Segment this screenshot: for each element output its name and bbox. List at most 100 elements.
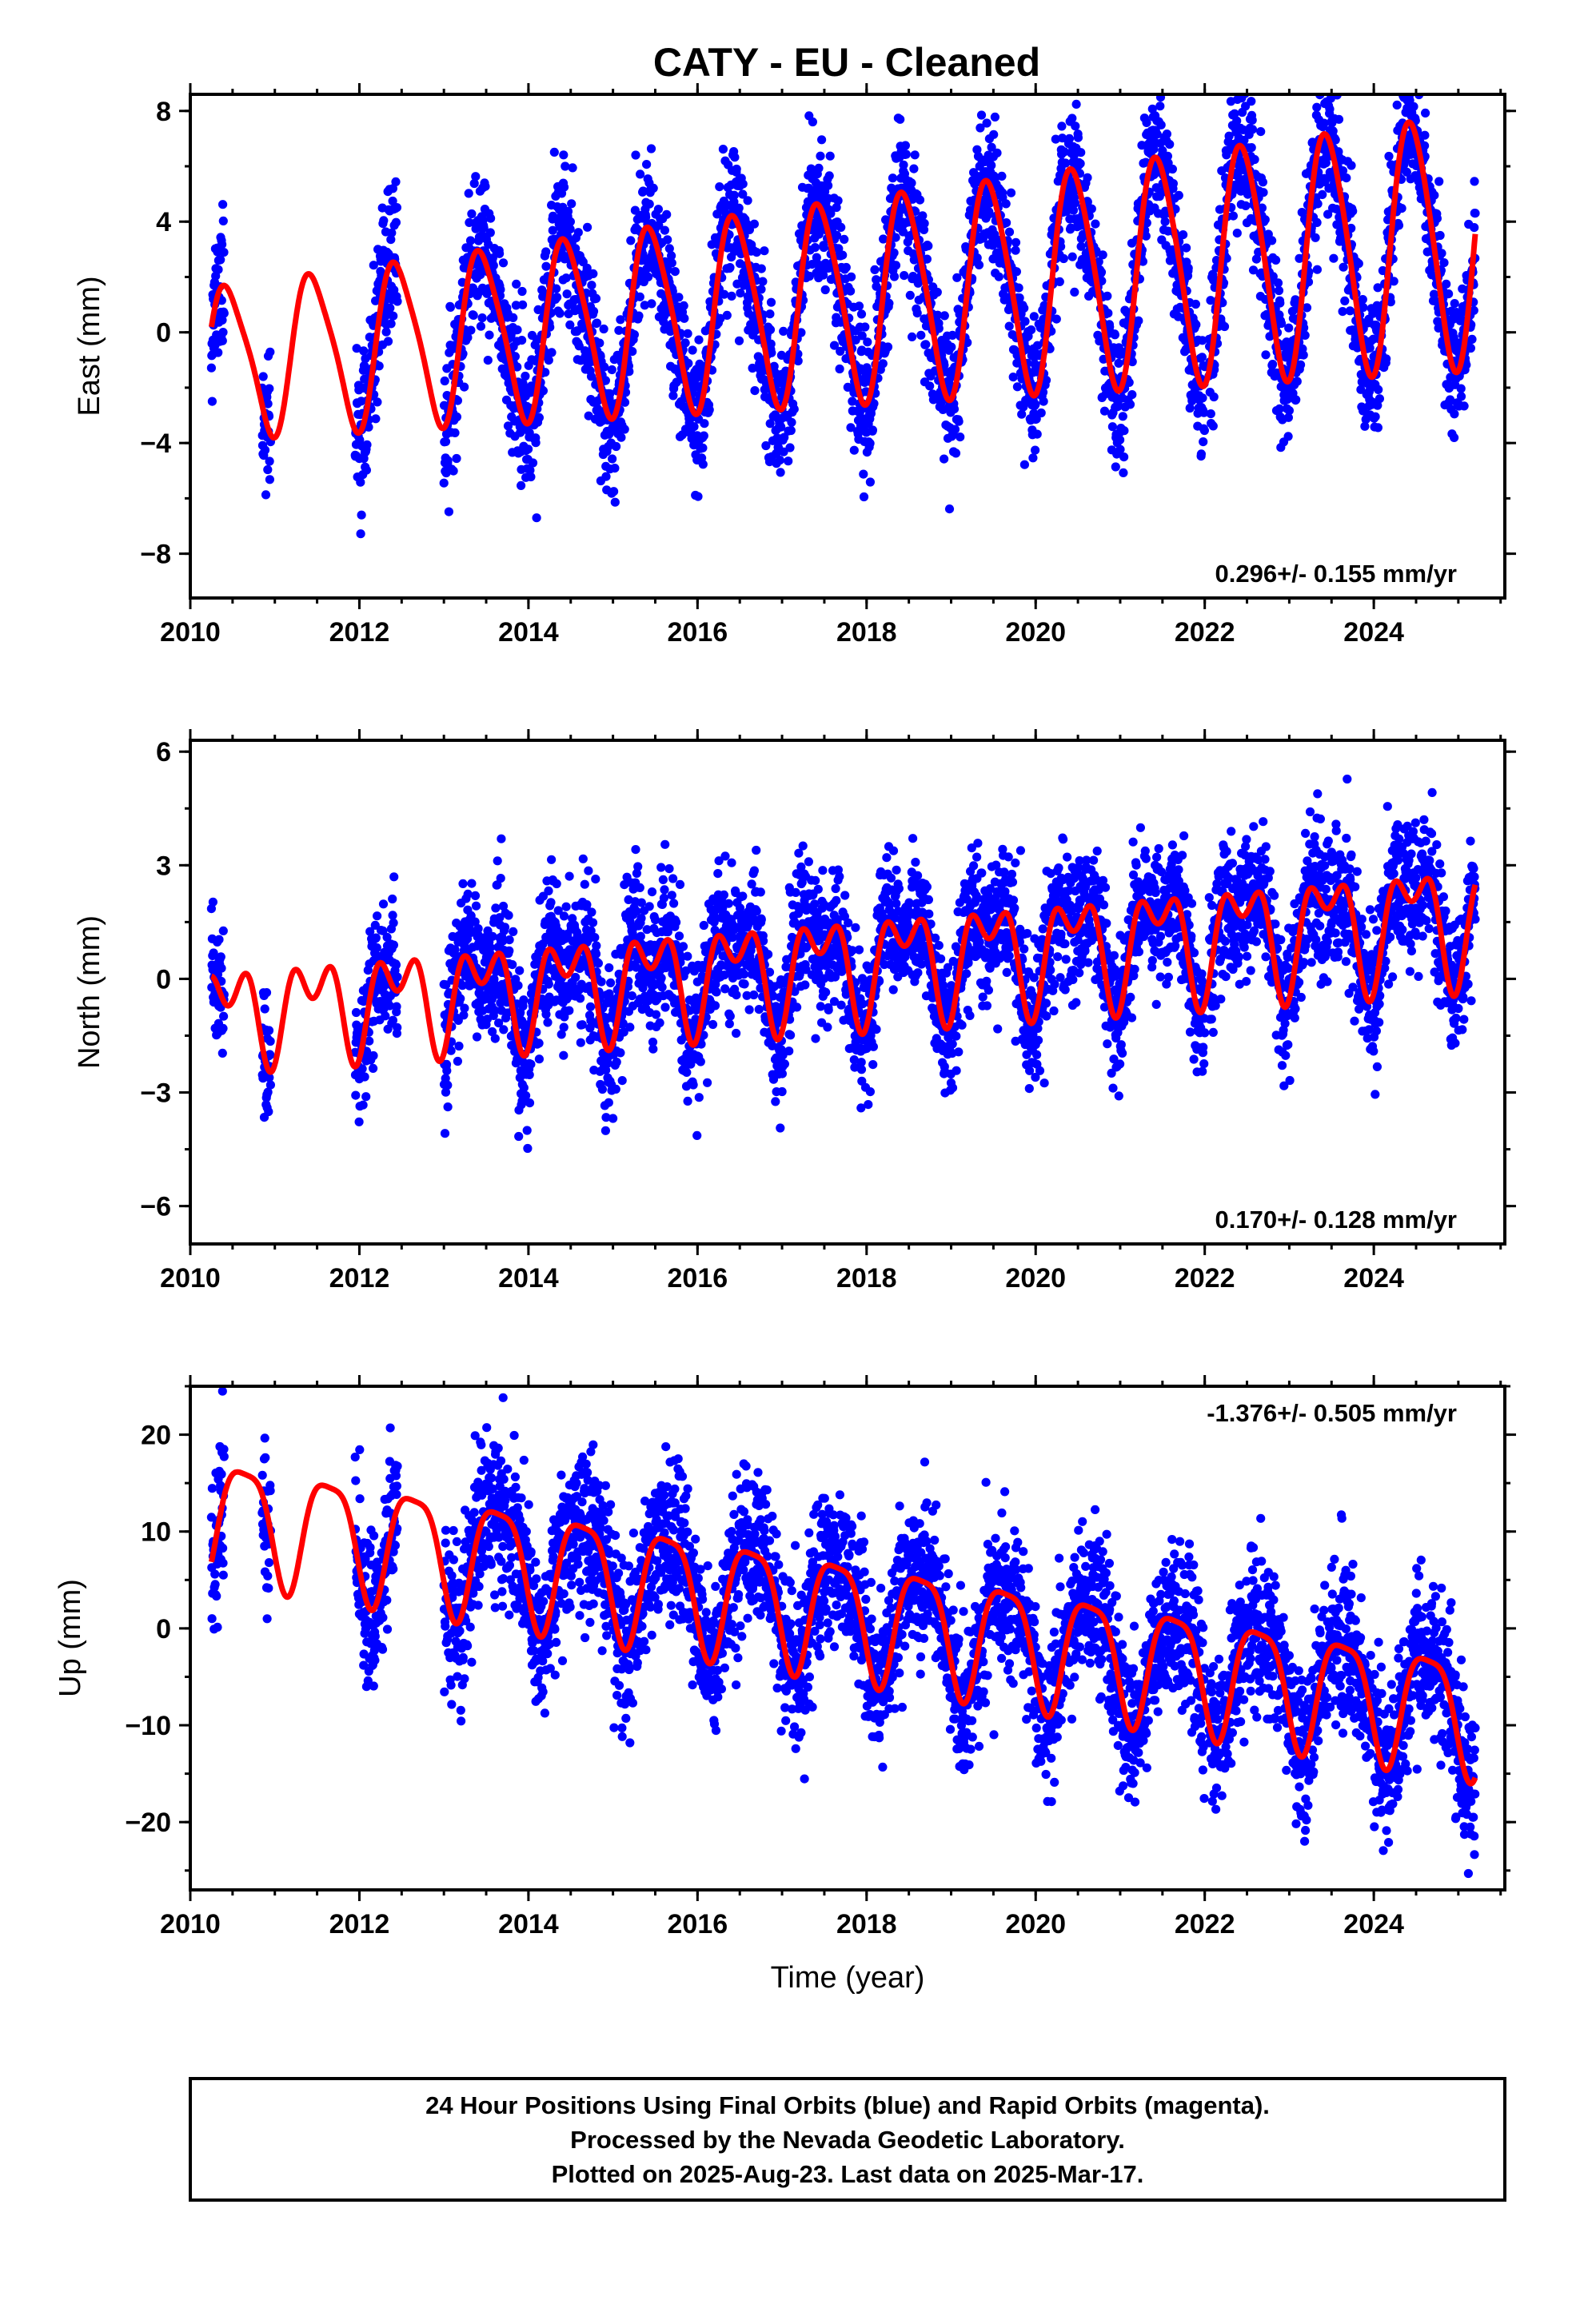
east-point	[1299, 351, 1308, 360]
east-point	[1076, 159, 1085, 168]
east-point	[790, 405, 799, 413]
east-point	[892, 261, 900, 269]
x-tick-label: 2018	[836, 617, 897, 648]
east-point	[533, 513, 541, 522]
chart-title: CATY - EU - Cleaned	[653, 40, 1040, 85]
east-point	[1209, 421, 1218, 430]
east-point	[699, 460, 708, 468]
east-point	[1067, 114, 1076, 122]
east-point	[496, 285, 505, 294]
north-point	[473, 1032, 481, 1041]
east-point	[1028, 453, 1037, 462]
east-point	[1087, 205, 1096, 213]
east-point	[1285, 406, 1294, 415]
east-point	[671, 267, 680, 276]
east-point	[219, 248, 228, 257]
east-point	[1293, 377, 1302, 386]
east-point	[1284, 324, 1293, 333]
east-point	[446, 303, 455, 312]
north-point	[509, 927, 517, 936]
east-point	[213, 265, 222, 274]
north-point	[214, 935, 223, 944]
east-point	[1407, 76, 1416, 85]
east-point	[517, 287, 526, 296]
east-point	[1247, 143, 1256, 152]
east-point	[1323, 55, 1331, 64]
east-point	[630, 330, 639, 339]
east-point	[1248, 116, 1257, 125]
east-point	[776, 468, 785, 476]
east-point	[668, 258, 676, 267]
east-point	[636, 169, 644, 178]
x-tick-label: 2016	[668, 617, 728, 648]
north-points	[207, 775, 1480, 1153]
east-point	[1012, 267, 1021, 276]
east-point	[362, 466, 371, 475]
north-point	[486, 943, 495, 952]
east-point	[863, 337, 872, 346]
east-point	[261, 490, 270, 499]
east-point	[900, 271, 908, 280]
east-point	[859, 470, 868, 479]
east-point	[477, 322, 485, 331]
north-point	[453, 1057, 462, 1066]
east-point	[890, 272, 899, 281]
east-point	[1325, 105, 1334, 114]
north-point	[219, 927, 228, 935]
east-point	[642, 160, 651, 169]
east-point	[698, 444, 707, 452]
east-point	[1015, 284, 1023, 293]
east-point	[1153, 68, 1162, 77]
east-point	[356, 478, 365, 487]
east-point	[357, 529, 365, 538]
east-point	[449, 467, 458, 476]
east-point	[1251, 155, 1259, 164]
east-point	[1393, 101, 1402, 110]
east-points	[207, 26, 1480, 538]
north-point	[523, 1126, 532, 1134]
east-point	[727, 292, 736, 301]
east-point	[899, 161, 908, 169]
north-point	[553, 879, 561, 888]
east-point	[393, 297, 401, 305]
east-point	[725, 263, 734, 272]
east-point	[1071, 198, 1079, 207]
east-point	[1274, 278, 1283, 287]
north-point	[501, 923, 509, 931]
east-point	[1184, 264, 1193, 273]
north-point	[508, 960, 517, 969]
east-point	[906, 291, 915, 300]
east-point	[587, 281, 596, 289]
east-point	[1175, 191, 1183, 200]
east-point	[1470, 177, 1478, 185]
east-point	[951, 425, 960, 434]
north-point	[526, 1060, 535, 1069]
east-point	[1335, 115, 1343, 124]
y-tick-label: −8	[140, 540, 171, 570]
east-point	[1119, 468, 1127, 477]
east-point	[1390, 277, 1398, 285]
east-point	[719, 145, 728, 153]
east-point	[940, 455, 948, 464]
east-point	[750, 386, 759, 395]
east-point	[846, 287, 855, 296]
north-point	[389, 941, 398, 950]
east-point	[1261, 350, 1270, 359]
east-point	[1314, 199, 1323, 208]
east-point	[569, 163, 577, 172]
east-point	[680, 314, 688, 323]
y-tick-label: 0	[156, 318, 171, 349]
east-point	[920, 219, 929, 228]
east-point	[601, 472, 610, 481]
east-point	[925, 381, 934, 390]
east-point	[373, 397, 381, 406]
east-point	[517, 481, 525, 490]
east-point	[220, 309, 229, 317]
east-point	[1450, 299, 1459, 308]
east-point	[589, 269, 597, 278]
east-point	[700, 432, 708, 440]
east-point	[1119, 426, 1128, 435]
east-point	[592, 294, 600, 303]
east-point	[1342, 173, 1351, 182]
